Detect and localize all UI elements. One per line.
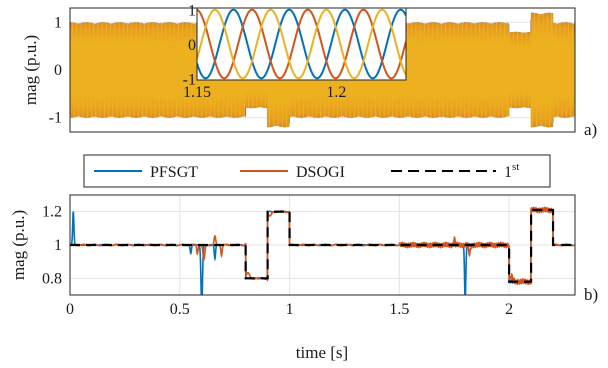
panel-a-inset: -1 0 1 1.15 1.2: [183, 3, 407, 101]
inset-ytick-label: 0: [188, 37, 196, 54]
inset-phase-line: [197, 8, 406, 80]
panel-b: 0 0.5 1 1.5 2 0.8 1 1.2 mag (p.u.) time [s] b)…: [9, 154, 598, 362]
inset-phase-line: [197, 8, 406, 80]
legend: PFSGT DSOGI 1st: [83, 154, 551, 188]
panel-a-ytick-label: -1: [49, 110, 62, 127]
inset-xtick-label: 1.15: [183, 84, 211, 101]
panel-b-frame: [69, 194, 576, 296]
panel-b-xtick-label: 0.5: [170, 301, 190, 318]
panel-b-lines: [70, 206, 575, 295]
legend-box: [83, 154, 551, 188]
inset-ytick-label: 1: [188, 3, 196, 20]
panel-b-ylabel: mag (p.u.): [9, 210, 28, 280]
panel-a-ylabel: mag (p.u.): [21, 35, 40, 105]
panel-b-ytick-label: 1: [54, 237, 62, 254]
panel-b-tag: b): [584, 285, 598, 304]
legend-label-fundamental-base: 1: [504, 164, 512, 181]
panel-a: -1 0 1 mag (p.u.) a) -1 0 1 1.15 1.2: [21, 3, 597, 139]
panel-b-xtick-label: 0: [66, 301, 74, 318]
panel-b-xtick-label: 2: [505, 301, 513, 318]
panel-a-ytick-label: 1: [54, 14, 62, 31]
inset-frame: [196, 7, 407, 81]
panel-a-ytick-label: 0: [54, 62, 62, 79]
legend-label-pfsgt: PFSGT: [150, 164, 198, 181]
series-pfsgt-line: [70, 207, 575, 295]
series-fundamental-line: [70, 208, 575, 283]
legend-label-dsogi: DSOGI: [296, 164, 345, 181]
inset-ytick-label: -1: [183, 71, 196, 88]
inset-ticks: -1 0 1 1.15 1.2: [183, 3, 347, 101]
panel-b-y-ticks: 0.8 1 1.2: [42, 204, 62, 288]
inset-xtick-label: 1.2: [326, 84, 346, 101]
panel-b-x-ticks: 0 0.5 1 1.5 2: [66, 301, 513, 318]
inset-lines: [197, 8, 406, 80]
panel-a-y-ticks: -1 0 1: [49, 14, 62, 126]
panel-b-ytick-label: 0.8: [42, 270, 62, 287]
panel-b-xtick-label: 1: [286, 301, 294, 318]
panel-b-ytick-label: 1.2: [42, 204, 62, 221]
panel-b-xtick-label: 1.5: [389, 301, 409, 318]
panel-a-tag: a): [584, 120, 597, 139]
panel-b-xlabel: time [s]: [296, 343, 348, 362]
inset-phase-line: [197, 8, 406, 80]
legend-label-fundamental: 1st: [504, 161, 519, 181]
legend-label-fundamental-sup: st: [512, 161, 519, 173]
